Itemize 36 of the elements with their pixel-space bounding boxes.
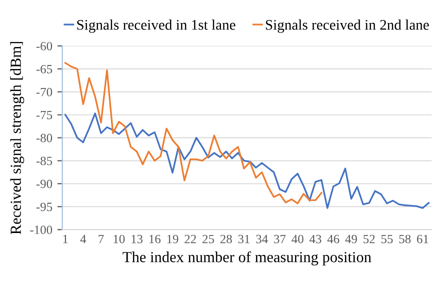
- y-tick-label: -100: [30, 226, 52, 234]
- x-tick-label: 49: [345, 234, 357, 244]
- y-tick-label: -60: [36, 42, 52, 50]
- x-tick-label: 10: [114, 234, 125, 244]
- x-tick-label: 16: [149, 234, 161, 244]
- line-series: [64, 112, 430, 209]
- y-tick-label: -85: [36, 156, 52, 166]
- y-tick-label: -80: [36, 134, 52, 142]
- y-tick-label: -95: [36, 202, 52, 212]
- y-tick-label: -65: [36, 64, 52, 74]
- x-tick-label: 43: [309, 234, 322, 244]
- x-tick-label: 19: [167, 234, 178, 244]
- legend-label: Signals received in 1st lane: [77, 20, 236, 33]
- x-tick-label: 4: [80, 234, 86, 244]
- x-axis-title: The index number of measuring position: [122, 251, 372, 266]
- legend-label: Signals received in 2nd lane: [266, 20, 429, 33]
- x-tick-label: 40: [292, 234, 304, 244]
- x-tick-label: 31: [238, 234, 250, 244]
- line-series: [64, 62, 322, 204]
- x-tick-label: 58: [399, 234, 411, 244]
- y-tick-label: -75: [36, 110, 52, 120]
- x-tick-label: 7: [98, 234, 104, 244]
- y-tick-label: -70: [36, 88, 52, 96]
- y-tick-label: -90: [36, 180, 52, 188]
- y-axis-title: Received signal strength [dBm]: [10, 42, 24, 234]
- x-tick-label: 55: [381, 234, 393, 244]
- x-tick-label: 61: [417, 234, 428, 244]
- x-tick-label: 13: [132, 234, 143, 244]
- x-tick-label: 46: [327, 234, 340, 244]
- x-tick-label: 25: [202, 234, 214, 244]
- x-tick-label: 28: [220, 234, 232, 244]
- x-tick-label: 52: [364, 234, 375, 244]
- x-tick-label: 22: [184, 234, 196, 244]
- x-tick-label: 1: [63, 234, 68, 244]
- x-tick-label: 37: [274, 234, 286, 244]
- x-tick-label: 34: [256, 234, 268, 244]
